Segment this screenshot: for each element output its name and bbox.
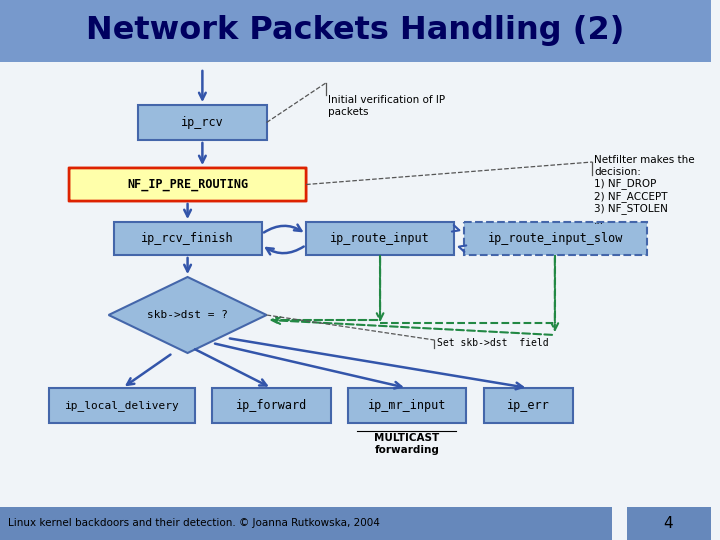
Text: ip_local_delivery: ip_local_delivery [65,400,180,411]
Text: ip_route_input: ip_route_input [330,232,430,245]
Text: ip_rcv_finish: ip_rcv_finish [141,232,234,245]
FancyBboxPatch shape [348,388,466,423]
Text: 4: 4 [664,516,673,531]
FancyBboxPatch shape [212,388,330,423]
FancyBboxPatch shape [484,388,572,423]
FancyBboxPatch shape [627,507,711,540]
Text: ip_forward: ip_forward [236,399,307,412]
Text: ip_mr_input: ip_mr_input [368,399,446,412]
Text: NF_IP_PRE_ROUTING: NF_IP_PRE_ROUTING [127,178,248,191]
Text: skb->dst = ?: skb->dst = ? [147,310,228,320]
FancyBboxPatch shape [306,222,454,255]
FancyBboxPatch shape [69,168,306,201]
Text: Netfilter makes the
decision:
1) NF_DROP
2) NF_ACCEPT
3) NF_STOLEN
...: Netfilter makes the decision: 1) NF_DROP… [594,155,695,226]
FancyBboxPatch shape [0,507,612,540]
Text: Linux kernel backdoors and their detection. © Joanna Rutkowska, 2004: Linux kernel backdoors and their detecti… [8,518,379,529]
FancyBboxPatch shape [114,222,261,255]
Text: Network Packets Handling (2): Network Packets Handling (2) [86,16,625,46]
Text: ip_route_input_slow: ip_route_input_slow [487,232,623,245]
Text: ip_err: ip_err [507,399,549,412]
Text: Initial verification of IP
packets: Initial verification of IP packets [328,95,445,117]
FancyBboxPatch shape [0,0,711,62]
FancyBboxPatch shape [50,388,195,423]
Text: MULTICAST
forwarding: MULTICAST forwarding [374,433,439,455]
Text: ip_rcv: ip_rcv [181,116,224,129]
Polygon shape [109,277,266,353]
Text: Set skb->dst  field: Set skb->dst field [437,338,549,348]
FancyBboxPatch shape [464,222,647,255]
FancyBboxPatch shape [138,105,266,140]
